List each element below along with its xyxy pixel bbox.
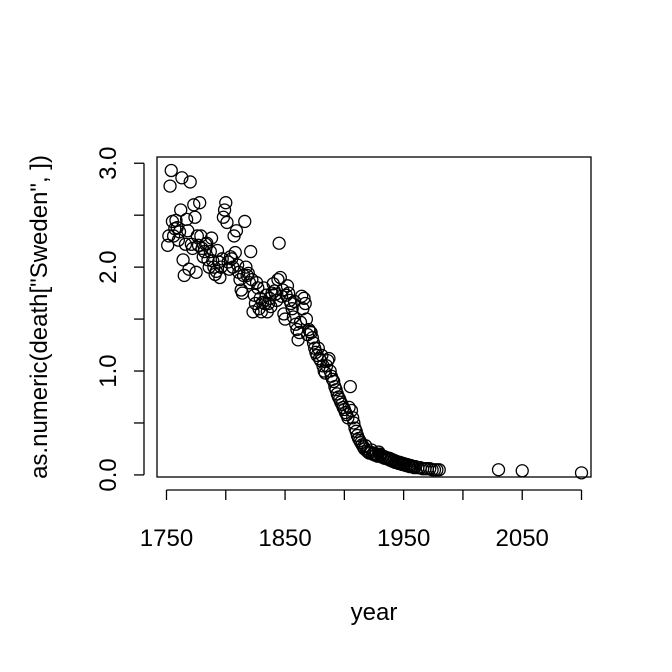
data-point bbox=[239, 260, 253, 274]
data-point bbox=[297, 291, 311, 305]
data-point bbox=[178, 237, 193, 251]
data-point bbox=[195, 241, 209, 256]
data-point bbox=[219, 196, 233, 210]
x-axis: 1750 1850 1950 2050 bbox=[140, 489, 583, 552]
data-point bbox=[268, 287, 283, 301]
data-point bbox=[164, 163, 178, 178]
data-point bbox=[321, 353, 335, 368]
data-point bbox=[327, 374, 341, 389]
x-tick-label: 1850 bbox=[258, 525, 311, 552]
x-tick-label: 1750 bbox=[140, 525, 193, 552]
data-point bbox=[299, 312, 314, 326]
plot-frame bbox=[156, 156, 592, 478]
x-axis-title: year bbox=[351, 599, 398, 626]
data-point bbox=[238, 214, 252, 229]
y-axis-title: as.numeric(death["Sweden", ]) bbox=[26, 155, 53, 479]
data-point bbox=[284, 296, 298, 311]
data-point bbox=[280, 279, 295, 293]
data-point bbox=[302, 322, 316, 337]
data-point bbox=[189, 265, 203, 279]
data-point bbox=[182, 262, 196, 276]
data-point bbox=[200, 236, 214, 250]
data-point bbox=[229, 224, 244, 238]
data-point bbox=[278, 312, 292, 326]
data-point bbox=[244, 244, 258, 259]
data-point bbox=[223, 250, 238, 264]
data-point bbox=[249, 276, 264, 290]
data-point bbox=[286, 310, 301, 324]
data-point bbox=[230, 258, 245, 272]
data-point bbox=[298, 296, 312, 311]
data-point bbox=[285, 302, 299, 316]
data-point bbox=[311, 341, 325, 355]
data-point bbox=[240, 268, 254, 283]
y-tick-label: 0.0 bbox=[95, 458, 122, 491]
y-tick-label: 1.0 bbox=[95, 354, 122, 387]
data-point bbox=[203, 244, 218, 259]
data-point bbox=[347, 416, 361, 430]
data-point bbox=[344, 403, 359, 418]
data-point bbox=[183, 175, 197, 189]
data-point bbox=[161, 238, 175, 252]
y-tick-label: 2.0 bbox=[95, 250, 122, 283]
data-points bbox=[161, 163, 589, 480]
data-point bbox=[491, 463, 506, 477]
data-point bbox=[305, 331, 319, 345]
y-axis: 0.0 1.0 2.0 3.0 bbox=[95, 147, 145, 492]
data-point bbox=[213, 270, 227, 285]
data-point bbox=[432, 463, 446, 477]
data-point bbox=[241, 266, 255, 281]
data-point bbox=[515, 464, 529, 478]
data-point bbox=[346, 411, 360, 425]
data-point bbox=[304, 325, 318, 340]
data-point bbox=[163, 179, 177, 193]
data-point bbox=[188, 210, 202, 224]
data-point bbox=[312, 351, 327, 366]
data-point bbox=[251, 281, 265, 295]
data-point bbox=[259, 288, 273, 302]
x-tick-label: 2050 bbox=[496, 525, 549, 552]
data-point bbox=[197, 244, 212, 259]
data-point bbox=[209, 264, 223, 278]
data-point bbox=[306, 336, 321, 350]
data-point bbox=[273, 270, 287, 285]
data-point bbox=[172, 225, 187, 239]
data-point bbox=[171, 233, 185, 247]
data-point bbox=[174, 203, 188, 217]
data-point bbox=[228, 245, 242, 260]
data-point bbox=[343, 379, 357, 394]
y-tick-label: 3.0 bbox=[95, 147, 122, 180]
data-point bbox=[272, 236, 286, 250]
data-point bbox=[220, 215, 234, 230]
data-point bbox=[176, 253, 190, 267]
data-point bbox=[287, 294, 302, 309]
data-point bbox=[574, 466, 589, 480]
data-point bbox=[217, 203, 232, 217]
data-point bbox=[274, 289, 289, 303]
data-point bbox=[204, 231, 219, 245]
data-point bbox=[190, 229, 204, 243]
data-point bbox=[193, 196, 207, 210]
data-point bbox=[175, 171, 189, 185]
x-tick-label: 1950 bbox=[377, 525, 430, 552]
data-point bbox=[407, 460, 421, 475]
